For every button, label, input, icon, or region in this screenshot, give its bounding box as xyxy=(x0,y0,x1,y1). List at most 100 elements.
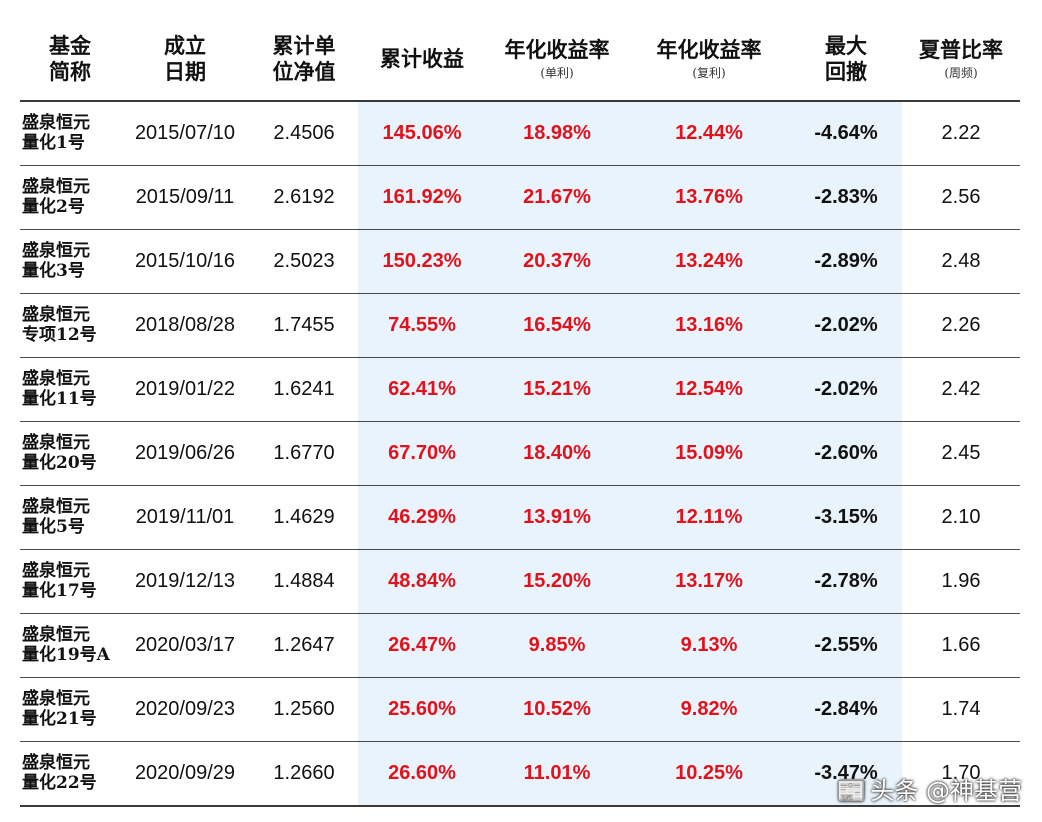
fund-name-cell: 盛泉恒元 量化22号 xyxy=(20,741,120,807)
max-drawdown-cell: -2.89% xyxy=(790,229,902,294)
header-row: 基金 简称 成立 日期 累计单 位净值 累计收益 年化收益率 (单利) 年化收益率 (复利… xyxy=(20,18,1020,102)
annualized-simple-cell: 15.21% xyxy=(486,357,628,422)
cumulative-return-cell: 26.47% xyxy=(358,613,486,678)
fund-name-line: 量化20号 xyxy=(22,452,97,473)
annualized-compound-cell: 12.44% xyxy=(628,101,790,166)
annualized-simple-cell: 20.37% xyxy=(486,229,628,294)
fund-performance-table-wrap: 基金 简称 成立 日期 累计单 位净值 累计收益 年化收益率 (单利) 年化收益率 (复利… xyxy=(20,18,1020,807)
cumulative-nav-cell: 1.2660 xyxy=(250,741,358,807)
fund-name-line: 量化1号 xyxy=(22,132,85,153)
fund-name-cell: 盛泉恒元 量化20号 xyxy=(20,421,120,486)
sharpe-ratio-cell: 2.56 xyxy=(902,165,1020,230)
table-row: 盛泉恒元 专项12号 2018/08/28 1.7455 74.55% 16.54% 13.… xyxy=(20,293,1020,358)
table-row: 盛泉恒元 量化5号 2019/11/01 1.4629 46.29% 13.91% 12.1… xyxy=(20,485,1020,550)
fund-name-line: 量化19号A xyxy=(22,644,110,665)
max-drawdown-cell: -2.55% xyxy=(790,613,902,678)
toutiao-logo-icon: 📰 xyxy=(836,777,867,805)
inception-date-cell: 2015/09/11 xyxy=(120,165,250,230)
fund-name-line: 盛泉恒元 xyxy=(22,624,90,645)
annualized-compound-cell: 9.82% xyxy=(628,677,790,742)
cumulative-nav-cell: 2.5023 xyxy=(250,229,358,294)
sharpe-ratio-cell: 2.48 xyxy=(902,229,1020,294)
sharpe-ratio-cell: 2.10 xyxy=(902,485,1020,550)
inception-date-cell: 2020/09/23 xyxy=(120,677,250,742)
annualized-compound-cell: 13.24% xyxy=(628,229,790,294)
watermark: 📰 头条 @神基营 xyxy=(836,771,1022,806)
cumulative-nav-cell: 2.4506 xyxy=(250,101,358,166)
table-row: 盛泉恒元 量化3号 2015/10/16 2.5023 150.23% 20.37% 13.… xyxy=(20,229,1020,294)
inception-date-cell: 2020/03/17 xyxy=(120,613,250,678)
header-annualized-simple: 年化收益率 (单利) xyxy=(486,18,628,102)
sharpe-ratio-cell: 2.42 xyxy=(902,357,1020,422)
annualized-simple-cell: 18.98% xyxy=(486,101,628,166)
cumulative-nav-cell: 1.6241 xyxy=(250,357,358,422)
annualized-simple-cell: 13.91% xyxy=(486,485,628,550)
header-cumulative-nav: 累计单 位净值 xyxy=(250,18,358,102)
fund-name-line: 专项12号 xyxy=(22,324,97,345)
header-cumulative-return: 累计收益 xyxy=(358,18,486,102)
sharpe-ratio-cell: 1.96 xyxy=(902,549,1020,614)
annualized-compound-cell: 10.25% xyxy=(628,741,790,807)
cumulative-return-cell: 67.70% xyxy=(358,421,486,486)
max-drawdown-cell: -3.15% xyxy=(790,485,902,550)
annualized-compound-cell: 13.76% xyxy=(628,165,790,230)
fund-name-line: 盛泉恒元 xyxy=(22,176,90,197)
fund-name-cell: 盛泉恒元 量化17号 xyxy=(20,549,120,614)
annualized-simple-cell: 21.67% xyxy=(486,165,628,230)
cumulative-nav-cell: 2.6192 xyxy=(250,165,358,230)
annualized-simple-cell: 9.85% xyxy=(486,613,628,678)
max-drawdown-cell: -3.47% xyxy=(790,741,902,807)
fund-name-cell: 盛泉恒元 量化3号 xyxy=(20,229,120,294)
fund-name-cell: 盛泉恒元 专项12号 xyxy=(20,293,120,358)
max-drawdown-cell: -2.83% xyxy=(790,165,902,230)
max-drawdown-cell: -2.84% xyxy=(790,677,902,742)
cumulative-nav-cell: 1.7455 xyxy=(250,293,358,358)
inception-date-cell: 2015/07/10 xyxy=(120,101,250,166)
cumulative-nav-cell: 1.2647 xyxy=(250,613,358,678)
inception-date-cell: 2015/10/16 xyxy=(120,229,250,294)
fund-name-cell: 盛泉恒元 量化11号 xyxy=(20,357,120,422)
sharpe-ratio-cell: 1.70 xyxy=(902,741,1020,807)
header-inception-date: 成立 日期 xyxy=(120,18,250,102)
cumulative-return-cell: 46.29% xyxy=(358,485,486,550)
table-body: 盛泉恒元 量化1号 2015/07/10 2.4506 145.06% 18.98% 12.… xyxy=(20,101,1020,807)
cumulative-nav-cell: 1.4629 xyxy=(250,485,358,550)
cumulative-return-cell: 48.84% xyxy=(358,549,486,614)
table-row: 盛泉恒元 量化2号 2015/09/11 2.6192 161.92% 21.67% 13.… xyxy=(20,165,1020,230)
inception-date-cell: 2019/06/26 xyxy=(120,421,250,486)
max-drawdown-cell: -2.78% xyxy=(790,549,902,614)
max-drawdown-cell: -2.02% xyxy=(790,293,902,358)
sharpe-ratio-cell: 2.45 xyxy=(902,421,1020,486)
max-drawdown-cell: -2.60% xyxy=(790,421,902,486)
annualized-simple-cell: 15.20% xyxy=(486,549,628,614)
cumulative-nav-cell: 1.2560 xyxy=(250,677,358,742)
table-row: 盛泉恒元 量化22号 2020/09/29 1.2660 26.60% 11.01% 10.… xyxy=(20,741,1020,807)
cumulative-return-cell: 150.23% xyxy=(358,229,486,294)
cumulative-nav-cell: 1.4884 xyxy=(250,549,358,614)
annualized-compound-cell: 15.09% xyxy=(628,421,790,486)
fund-name-cell: 盛泉恒元 量化21号 xyxy=(20,677,120,742)
table-row: 盛泉恒元 量化21号 2020/09/23 1.2560 25.60% 10.52% 9.8… xyxy=(20,677,1020,742)
fund-name-line: 盛泉恒元 xyxy=(22,752,90,773)
fund-name-cell: 盛泉恒元 量化5号 xyxy=(20,485,120,550)
annualized-simple-cell: 16.54% xyxy=(486,293,628,358)
annualized-simple-cell: 10.52% xyxy=(486,677,628,742)
fund-performance-table: 基金 简称 成立 日期 累计单 位净值 累计收益 年化收益率 (单利) 年化收益率 (复利… xyxy=(20,18,1020,807)
inception-date-cell: 2020/09/29 xyxy=(120,741,250,807)
fund-name-line: 盛泉恒元 xyxy=(22,368,90,389)
table-row: 盛泉恒元 量化11号 2019/01/22 1.6241 62.41% 15.21% 12.… xyxy=(20,357,1020,422)
annualized-compound-cell: 9.13% xyxy=(628,613,790,678)
sharpe-ratio-cell: 2.22 xyxy=(902,101,1020,166)
fund-name-line: 量化21号 xyxy=(22,708,97,729)
annualized-simple-cell: 11.01% xyxy=(486,741,628,807)
fund-name-line: 量化17号 xyxy=(22,580,97,601)
fund-name-cell: 盛泉恒元 量化2号 xyxy=(20,165,120,230)
cumulative-return-cell: 26.60% xyxy=(358,741,486,807)
cumulative-return-cell: 161.92% xyxy=(358,165,486,230)
table-row: 盛泉恒元 量化1号 2015/07/10 2.4506 145.06% 18.98% 12.… xyxy=(20,101,1020,166)
annualized-compound-cell: 13.16% xyxy=(628,293,790,358)
inception-date-cell: 2019/01/22 xyxy=(120,357,250,422)
fund-name-line: 盛泉恒元 xyxy=(22,304,90,325)
sharpe-ratio-cell: 1.74 xyxy=(902,677,1020,742)
header-sharpe-ratio: 夏普比率 (周频) xyxy=(902,18,1020,102)
